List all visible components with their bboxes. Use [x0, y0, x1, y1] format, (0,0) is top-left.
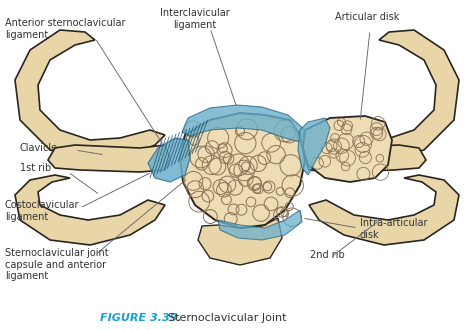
Polygon shape	[198, 218, 282, 265]
Polygon shape	[309, 175, 459, 245]
Text: Anterior sternoclavicular
ligament: Anterior sternoclavicular ligament	[5, 18, 126, 40]
Text: Costoclavicular
ligament: Costoclavicular ligament	[5, 200, 80, 222]
Text: Intra-articular
disk: Intra-articular disk	[360, 218, 428, 240]
Polygon shape	[218, 210, 302, 240]
Polygon shape	[182, 105, 305, 142]
Text: FIGURE 3.39.: FIGURE 3.39.	[100, 313, 182, 323]
Text: Sternoclavicular joint
capsule and anterior
ligament: Sternoclavicular joint capsule and anter…	[5, 248, 109, 281]
Text: Clavicle: Clavicle	[20, 143, 58, 153]
Text: 2nd rib: 2nd rib	[310, 250, 345, 260]
Text: Articular disk: Articular disk	[335, 12, 400, 22]
Polygon shape	[15, 175, 165, 245]
Polygon shape	[304, 145, 426, 172]
Text: Interclavicular
ligament: Interclavicular ligament	[160, 8, 230, 30]
Polygon shape	[48, 145, 170, 172]
Polygon shape	[298, 118, 330, 175]
Polygon shape	[309, 30, 459, 160]
Polygon shape	[15, 30, 165, 160]
Text: Sternoclavicular Joint: Sternoclavicular Joint	[168, 313, 286, 323]
Polygon shape	[303, 116, 392, 182]
Polygon shape	[148, 138, 190, 182]
Polygon shape	[180, 113, 305, 228]
Text: 1st rib: 1st rib	[20, 163, 51, 173]
